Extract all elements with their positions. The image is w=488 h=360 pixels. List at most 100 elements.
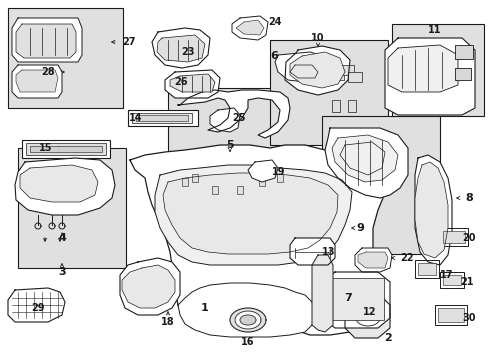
Text: 26: 26	[174, 77, 187, 87]
Text: 9: 9	[355, 223, 363, 233]
Polygon shape	[387, 45, 457, 92]
Bar	[237, 186, 243, 194]
Text: 3: 3	[58, 267, 66, 277]
Polygon shape	[8, 288, 65, 322]
Polygon shape	[164, 70, 220, 98]
Polygon shape	[120, 258, 180, 315]
Polygon shape	[122, 265, 175, 308]
Bar	[132, 113, 192, 123]
Polygon shape	[339, 142, 384, 175]
Text: 14: 14	[128, 113, 142, 123]
Polygon shape	[16, 70, 58, 92]
Polygon shape	[130, 145, 384, 335]
Text: 6: 6	[269, 51, 277, 61]
Polygon shape	[289, 238, 334, 265]
Polygon shape	[247, 160, 278, 182]
Polygon shape	[12, 65, 62, 98]
Polygon shape	[345, 295, 389, 338]
Polygon shape	[157, 35, 204, 62]
Text: 20: 20	[461, 233, 474, 243]
Bar	[339, 65, 353, 75]
Text: 23: 23	[181, 47, 195, 57]
Text: 16: 16	[241, 337, 254, 347]
Bar	[442, 231, 464, 243]
Polygon shape	[231, 16, 267, 40]
Polygon shape	[236, 20, 264, 35]
Text: 12: 12	[363, 307, 376, 317]
Bar	[417, 263, 435, 275]
Text: 10: 10	[311, 33, 324, 43]
Polygon shape	[235, 311, 261, 329]
Text: 11: 11	[427, 25, 441, 35]
Text: 13: 13	[321, 247, 335, 257]
Polygon shape	[274, 52, 321, 82]
Text: 29: 29	[31, 303, 45, 313]
Bar	[439, 272, 463, 288]
Bar	[442, 275, 460, 285]
Text: 27: 27	[122, 37, 135, 47]
Polygon shape	[170, 74, 215, 92]
Bar	[269, 40, 387, 145]
Polygon shape	[12, 18, 82, 62]
Text: 22: 22	[399, 253, 413, 263]
Text: 7: 7	[344, 293, 351, 303]
Polygon shape	[355, 310, 379, 326]
Polygon shape	[311, 255, 332, 332]
Text: 18: 18	[161, 317, 174, 327]
Bar	[276, 174, 283, 182]
Polygon shape	[289, 65, 317, 78]
Text: 15: 15	[39, 143, 52, 153]
Polygon shape	[414, 155, 451, 265]
Polygon shape	[20, 165, 98, 202]
Text: 25: 25	[231, 113, 245, 123]
Polygon shape	[15, 158, 115, 215]
Bar	[182, 178, 187, 186]
Bar	[212, 186, 218, 194]
Bar	[347, 72, 361, 82]
Polygon shape	[209, 108, 240, 132]
Bar	[8, 8, 123, 108]
Polygon shape	[178, 283, 314, 337]
Polygon shape	[289, 52, 345, 88]
Polygon shape	[152, 28, 209, 68]
Bar	[26, 143, 106, 155]
Polygon shape	[16, 24, 76, 58]
Bar	[331, 100, 339, 112]
Bar	[30, 146, 102, 152]
Bar	[437, 308, 463, 322]
Polygon shape	[357, 252, 387, 268]
Bar	[168, 88, 295, 200]
Polygon shape	[240, 315, 256, 325]
Bar	[321, 116, 439, 254]
Polygon shape	[229, 308, 265, 332]
Polygon shape	[414, 162, 447, 258]
Polygon shape	[155, 165, 351, 265]
Text: 24: 24	[267, 17, 281, 27]
Polygon shape	[354, 248, 391, 272]
Polygon shape	[384, 38, 474, 115]
Text: 2: 2	[384, 333, 391, 343]
Text: 5: 5	[226, 140, 233, 150]
Bar	[259, 178, 264, 186]
Bar	[454, 68, 470, 80]
Bar	[391, 24, 483, 116]
Polygon shape	[178, 90, 289, 138]
Bar	[347, 100, 355, 112]
Bar	[327, 278, 383, 320]
Polygon shape	[323, 272, 389, 328]
Bar	[454, 45, 472, 59]
Polygon shape	[331, 135, 397, 182]
Polygon shape	[325, 128, 407, 198]
Text: 21: 21	[459, 277, 472, 287]
Bar	[329, 70, 343, 80]
Text: 4: 4	[58, 233, 66, 243]
Text: 19: 19	[271, 167, 285, 177]
Bar	[22, 140, 110, 158]
Text: 17: 17	[439, 270, 452, 280]
Bar	[128, 110, 198, 126]
Bar	[192, 174, 198, 182]
Polygon shape	[285, 46, 349, 95]
Bar	[439, 228, 467, 246]
Polygon shape	[163, 173, 337, 254]
Bar	[434, 305, 466, 325]
